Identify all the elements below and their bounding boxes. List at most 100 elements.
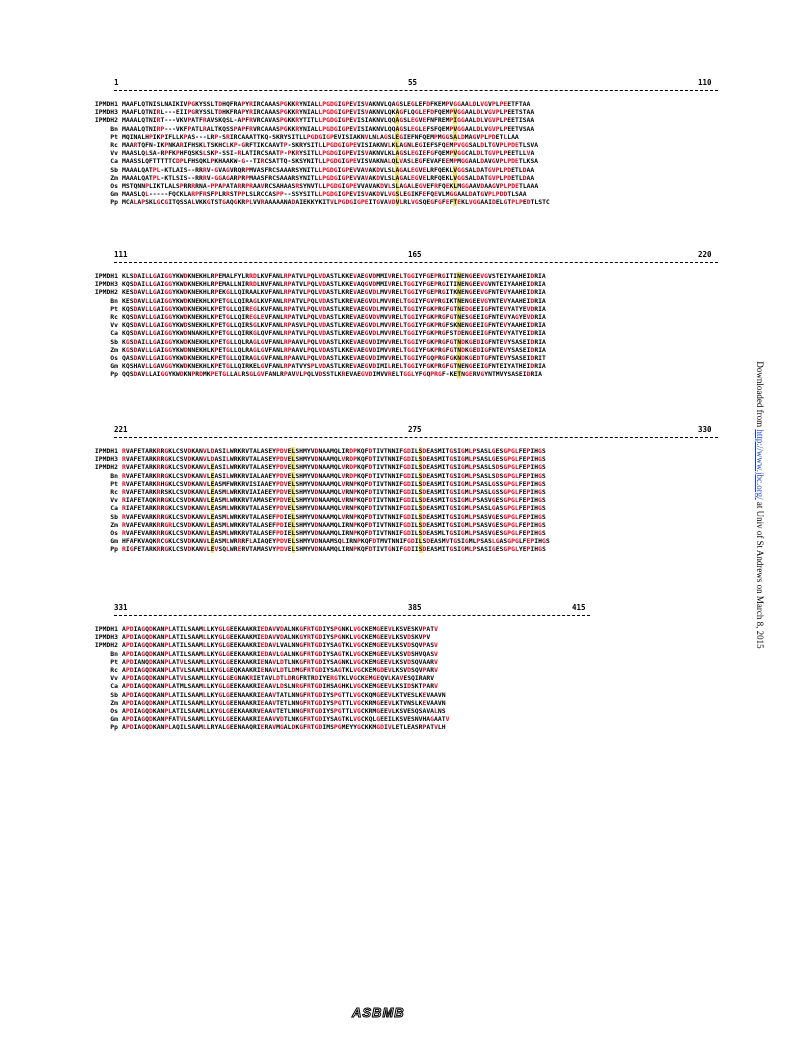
sequence-row: Bn RVAFETARKRRGKLCSVDKANVLEASILWRKRVIALAA… xyxy=(86,471,722,480)
sequence-name: Os xyxy=(110,181,118,190)
sequence-row: IPMDH3 APDIAGQDKANPLATILSAAMLLKYGLGEEKAAK… xyxy=(86,633,722,641)
asbmb-logo-text: ASBMB xyxy=(352,1005,405,1021)
sequence-residues: APDIAGQDKANPLATVLSAAMLLKYGLGEGNAKRIETAVL… xyxy=(122,674,435,683)
sequence-name: Pp xyxy=(110,723,118,732)
position-ruler: 111 165 220 xyxy=(86,250,718,272)
sequence-name: Sb xyxy=(110,690,118,699)
sequence-name: Zm xyxy=(110,520,118,529)
sequence-row: Gm MAASLQL-----FQCKLARPFRSFPLRRSTPPLSLRCC… xyxy=(86,190,722,199)
alignment-block-3: 221 275 330 IPMDH1 RVAFETARKRRGKLCSVDKANVLDA… xyxy=(86,425,722,554)
sequence-residues: KGSDAILLGAIGGYKWDKNEKHLKPETGLLQLRAGLGVFA… xyxy=(122,337,546,346)
sequence-row: Sb KGSDAILLGAIGGYKWDKNEKHLKPETGLLQLRAGLGV… xyxy=(86,337,722,346)
ruler-mid-number: 165 xyxy=(408,250,422,259)
sequence-name: IPMDH3 xyxy=(94,633,118,642)
sequence-name: Gm xyxy=(110,362,118,371)
ruler-start-number: 111 xyxy=(114,250,128,259)
sequence-residues: MAARTQFN-IKPNKARIFHSKLTSKHCLKP-GRFTIKCAA… xyxy=(122,140,539,149)
sequence-residues: KQSHAVLLGAVGGYKWDKNEKHLKPETGLLQIRKELGVFA… xyxy=(122,362,546,371)
ruler-end-number: 330 xyxy=(698,425,712,434)
sequence-row: Zm MAAALQATPL-KTLSIS--RRRV-GGAGARPRPMAASF… xyxy=(86,173,722,182)
sequence-residues: APDIAGQDKANPLAQILSAAMLLRYALGEENAAQRIERAV… xyxy=(122,723,446,732)
sequence-row: Pt KQSDAVLLGAIGGYKWDKNEKHLKPETGLLQIREGLKV… xyxy=(86,304,722,313)
sequence-row: Rc KQSDAVLLGAIGGYKWDKNEKHLKPETGLLQIREGLEV… xyxy=(86,312,722,321)
sequence-name: Vv xyxy=(110,496,118,505)
sequence-name: Gm xyxy=(110,190,118,199)
sequence-name: Bn xyxy=(110,124,118,133)
sequence-row: IPMDH3 MAAFLQTNIRL---EIIPGRYSSLTDHKFRAPYR… xyxy=(86,108,722,117)
sequence-row: Vv RIAFETAQKRRGKLCSVDKANVLEASMLWRKRVTAMAS… xyxy=(86,496,722,505)
jbc-link[interactable]: http://www.jbc.org/ xyxy=(755,429,765,500)
sequence-residues: KESDAVLLGAIGGYKWDKNEKHLRPEKGLLQIRAALKVFA… xyxy=(122,288,546,297)
ruler-mid-number: 385 xyxy=(408,603,422,612)
sequence-name: Zm xyxy=(110,173,118,182)
sequence-residues: MAAFLQTNISLNAIKIVPGKYSSLTDHQFRAPYRIRCAAA… xyxy=(122,100,531,108)
sequence-residues: APDIAGQDKANPLATILSAAMLLKYGLGEENAAKRIEAAV… xyxy=(122,690,446,699)
sequence-residues: MAAFLQTNIRL---EIIPGRYSSLTDHKFRAPYRIRCAAA… xyxy=(122,108,535,117)
sequence-name: Ca xyxy=(110,504,118,513)
ruler-line xyxy=(114,262,718,263)
sequence-name: Pp xyxy=(110,198,118,207)
sequence-residues: QASDAVLLGAIGGYKWDKNEKHLKPETGLLQIRAGLGVFA… xyxy=(122,353,546,362)
sequence-name: Pt xyxy=(110,132,118,141)
sequence-name: Vv xyxy=(110,321,118,330)
sequence-row: Pt MQINALHPIKPIFLLKPAS---LRP-SRIRCAAATTKQ… xyxy=(86,132,722,141)
alignment-block-4: 331 385 415 IPMDH1 APDIAGQDKANPLATILSAAMLLKY… xyxy=(86,603,722,731)
position-ruler: 221 275 330 xyxy=(86,425,718,447)
sequence-row: Zm RVAFEVARKRRGRLCSVDKANVLEASMLWRKRVTALAS… xyxy=(86,520,722,529)
sequence-name: Vv xyxy=(110,674,118,683)
sequence-row: Pp RIGFETARKRRGKLCSVDKANVLEVSQLWRERVTAMAS… xyxy=(86,545,722,554)
sequence-name: Gm xyxy=(110,715,118,724)
sequence-name: Rc xyxy=(110,665,118,674)
sequence-name: Bn xyxy=(110,649,118,658)
sequence-row: Gm HFAFKVAQKRCGKLCSVDKANVLEASMLWRRRFLAIAQ… xyxy=(86,537,722,546)
ruler-line xyxy=(114,90,718,91)
sequence-residues: APDIAGQDKANPLATVLSAAMLLKYGLGEQKAAKRIENAV… xyxy=(122,665,438,674)
alignment-block-2: 111 165 220 IPMDH1 KLSDAILLGAIGGYKWDKNEKHLRP… xyxy=(86,250,722,379)
ruler-start-number: 221 xyxy=(114,425,128,434)
sequence-residues: MAAALQTNIRP---VKFPATLRALTKQSSPAPFRVRCAAA… xyxy=(122,124,535,133)
sequence-row: Pp MCALAPSKLGCGITQSSALVKKGTSTGAQGKRPLVVRA… xyxy=(86,198,722,207)
sequence-row: Os RVAFEVARKRRGKLCSVDKANVLEASMLWRKRVTALAS… xyxy=(86,528,722,537)
sequence-name: Ca xyxy=(110,682,118,691)
sequence-residues: KQSDAVLLGAIGGYKWDSNEKHLKPETGLLQIRSGLKVFA… xyxy=(122,321,546,330)
download-notice-text: Downloaded from http://www.jbc.org/ at U… xyxy=(755,361,765,649)
sequence-name: Bn xyxy=(110,296,118,305)
sequence-row: Vv MAASLQLSA-RPFKPHFQSKSLSKP-SSI-RLATIRCS… xyxy=(86,149,722,158)
sequence-name: Bn xyxy=(110,471,118,480)
sequence-residues: RIAFETARKRRGKLCSVDKANVLEASMLWRKRVTALASEY… xyxy=(122,504,546,513)
sequence-row: Pt RVAFETARKRHGKLCSVDKANVLEASMFWRKRVISIAA… xyxy=(86,479,722,488)
sequence-residues: MAAALQATPL-KTLSIS--RRRV-GGAGARPRPMAASFRC… xyxy=(122,173,535,182)
sequence-residues: KLSDAILLGAIGGYKWDKNEKHLRPEMALFYLRRDLKVFA… xyxy=(122,272,546,280)
sequence-row: Zm KGSDAVLLGAIGGYKWDNNEKHLKPETGLLQLRAGLGV… xyxy=(86,345,722,354)
sequence-row: Bn KESDAVLLGAIGGYKWDKNEKHLKPETGLLQIRAGLKV… xyxy=(86,296,722,305)
sequence-residues: RVAFETARKRRGKLCSVDKANVLDASILWRKRVTALASEY… xyxy=(122,447,546,455)
sequence-row: Os APDIAGQDKANPLATILSAAMLLKYGLGEEKAAKRVEA… xyxy=(86,707,722,715)
sequence-residues: MAAALQATPL-KTLAIS--RRRV-GVAGVRQRPMVASFRC… xyxy=(122,165,535,174)
sequence-residues: APDIAGQDKANPLATILSAAMLLKYGLGEEKAAKRIEDAV… xyxy=(122,649,438,658)
sequence-residues: KQSDAILLGAIGGYKWDKNEKHLRPEMALLNIRRDLNVFA… xyxy=(122,280,546,289)
sequence-row: Ca KQSDAVLLGAIGGYKWDNNAKHLKPETGLLQIRKGLQV… xyxy=(86,329,722,337)
sequence-name: IPMDH3 xyxy=(94,108,118,117)
sequence-name: Rc xyxy=(110,487,118,496)
sequence-name: Pp xyxy=(110,545,118,554)
sequence-name: Sb xyxy=(110,165,118,174)
sequence-name: Rc xyxy=(110,140,118,149)
sequence-name: Os xyxy=(110,353,118,362)
sequence-name: IPMDH1 xyxy=(94,447,118,455)
sequence-row: IPMDH1 RVAFETARKRRGKLCSVDKANVLDASILWRKRVT… xyxy=(86,447,722,455)
position-ruler: 331 385 415 xyxy=(86,603,718,625)
sequence-name: Zm xyxy=(110,698,118,707)
sequence-name: Sb xyxy=(110,337,118,346)
sequence-row: Rc MAARTQFN-IKPNKARIFHSKLTSKHCLKP-GRFTIKC… xyxy=(86,140,722,149)
sequence-name: Zm xyxy=(110,345,118,354)
alignment-block-1: 1 55 110 IPMDH1 MAAFLQTNISLNAIKIVPGKYSSLTDHQ… xyxy=(86,78,722,207)
sequence-row: Os QASDAVLLGAIGGYKWDKNEKHLKPETGLLQIRAGLGV… xyxy=(86,353,722,362)
sequence-residues: RVAFEVARKRRGKLCSVDKANVLEASMLWRKRVTALASEF… xyxy=(122,512,546,521)
sequence-row: Rc RVAFETARKRRSKLCSVDKANVLEASMLWRKRVIAIAE… xyxy=(86,487,722,496)
ruler-start-number: 331 xyxy=(114,603,128,612)
download-notice: Downloaded from http://www.jbc.org/ at U… xyxy=(750,230,770,790)
ruler-mid-number: 55 xyxy=(408,78,418,87)
ruler-line xyxy=(114,437,718,438)
sequence-name: Ca xyxy=(110,157,118,166)
sequence-row: Ca MAASSLQFTTTTTCDPLFHSQKLPKHAAKW-G--TIRC… xyxy=(86,157,722,166)
